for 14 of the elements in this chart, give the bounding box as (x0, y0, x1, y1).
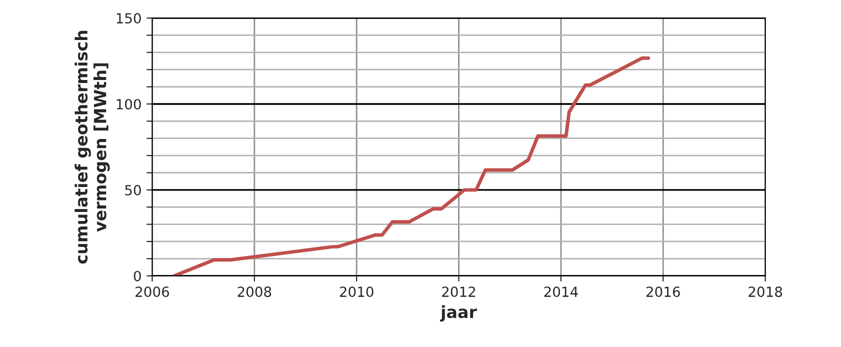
y-tick-label: 50 (125, 184, 141, 196)
x-tick-label: 2012 (442, 286, 476, 298)
x-axis-title: jaar (440, 305, 477, 322)
x-tick-label: 2006 (136, 286, 170, 298)
y-tick-label: 0 (134, 270, 141, 282)
y-tick-label: 100 (116, 98, 141, 110)
x-tick-label: 2016 (646, 286, 680, 298)
y-tick-label: 150 (116, 13, 141, 24)
y-axis-title: cumulatief geothermisch vermogen [MWth] (74, 30, 110, 264)
x-tick-label: 2010 (340, 286, 374, 298)
x-tick-label: 2008 (238, 286, 272, 298)
x-tick-label: 2014 (544, 286, 578, 298)
line-series (172, 56, 650, 276)
x-tick-label: 2018 (748, 286, 782, 298)
